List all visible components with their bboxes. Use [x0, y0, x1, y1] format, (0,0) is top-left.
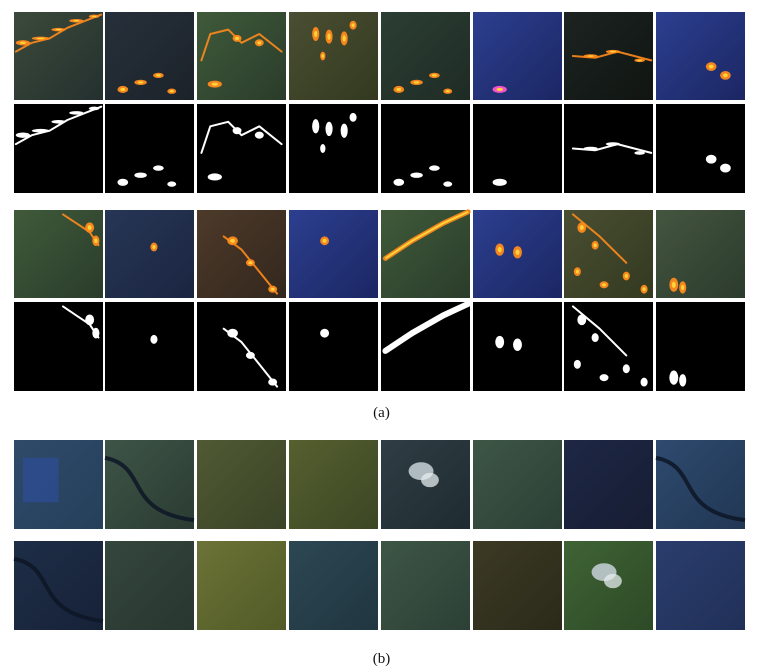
- fire-overlay-1-1: [14, 13, 103, 53]
- nonfire-image-2-2: [105, 541, 194, 630]
- mask-shape-1-5: [393, 165, 453, 187]
- fire-image-1-6: [473, 12, 562, 100]
- fire-overlay-2-3: [222, 235, 279, 295]
- fire-overlay-2-8: [669, 277, 687, 294]
- nonfire-feature-2-1: [13, 556, 104, 624]
- fire-overlay-2-7: [571, 213, 648, 294]
- mask-shape-1-4: [312, 112, 357, 153]
- fire-mask-1-6: [473, 104, 562, 193]
- nonfire-image-2-3: [197, 541, 286, 630]
- nonfire-image-2-8: [656, 541, 745, 630]
- fire-overlay-1-7: [571, 49, 653, 63]
- nonfire-image-2-5: [381, 541, 470, 630]
- nonfire-feature-1-1: [22, 457, 59, 503]
- nonfire-image-2-4: [289, 541, 378, 630]
- fire-mask-1-4: [289, 104, 378, 193]
- fire-mask-1-1: [14, 104, 103, 193]
- nonfire-feature-1-5: [408, 462, 439, 488]
- fire-image-2-4: [289, 210, 378, 298]
- mask-shape-2-2: [150, 334, 158, 344]
- nonfire-image-2-6: [473, 541, 562, 630]
- fire-mask-2-4: [289, 302, 378, 391]
- mask-shape-2-3: [222, 327, 279, 388]
- mask-shape-2-8: [669, 370, 687, 387]
- fire-overlay-1-2: [117, 72, 177, 94]
- fire-mask-2-3: [197, 302, 286, 391]
- fire-overlay-2-4: [320, 236, 330, 246]
- fire-image-1-8: [656, 12, 745, 100]
- fire-mask-1-5: [381, 104, 470, 193]
- fire-overlay-1-8: [705, 62, 731, 80]
- nonfire-image-1-6: [473, 440, 562, 529]
- fire-image-2-7: [564, 210, 653, 298]
- fire-image-1-1: [14, 12, 103, 100]
- fire-mask-1-2: [105, 104, 194, 193]
- fire-overlay-2-1: [62, 213, 100, 247]
- fire-image-1-4: [289, 12, 378, 100]
- mask-shape-2-7: [571, 305, 648, 387]
- fire-mask-2-2: [105, 302, 194, 391]
- nonfire-image-1-3: [197, 440, 286, 529]
- nonfire-feature-1-2: [104, 455, 195, 523]
- fire-mask-1-8: [656, 104, 745, 193]
- fire-overlay-2-5: [382, 209, 471, 261]
- fire-image-2-2: [105, 210, 194, 298]
- fire-image-1-5: [381, 12, 470, 100]
- nonfire-image-1-7: [564, 440, 653, 529]
- mask-shape-2-1: [62, 305, 100, 339]
- fire-mask-2-7: [564, 302, 653, 391]
- fire-overlay-1-5: [393, 72, 453, 94]
- nonfire-image-2-1: [14, 541, 103, 630]
- fire-overlay-2-2: [150, 242, 158, 252]
- nonfire-image-1-2: [105, 440, 194, 529]
- mask-shape-1-1: [14, 105, 103, 146]
- fire-image-2-3: [197, 210, 286, 298]
- fire-overlay-1-4: [312, 20, 357, 61]
- mask-shape-1-2: [117, 165, 177, 187]
- nonfire-image-1-4: [289, 440, 378, 529]
- nonfire-image-1-8: [656, 440, 745, 529]
- caption-a: (a): [373, 405, 390, 421]
- fire-mask-2-8: [656, 302, 745, 391]
- mask-shape-2-5: [382, 300, 472, 354]
- mask-shape-1-6: [492, 178, 507, 186]
- mask-shape-1-3: [200, 120, 283, 181]
- fire-overlay-2-6: [495, 243, 522, 259]
- nonfire-feature-2-7: [591, 563, 622, 589]
- caption-b: (b): [372, 651, 391, 667]
- fire-image-2-8: [656, 210, 745, 298]
- mask-shape-2-4: [320, 328, 330, 338]
- mask-shape-1-7: [571, 142, 653, 155]
- nonfire-feature-1-8: [655, 455, 746, 523]
- fire-image-1-2: [105, 12, 194, 100]
- fire-overlay-1-3: [200, 28, 283, 88]
- fire-overlay-1-6: [492, 85, 507, 93]
- mask-shape-1-8: [705, 154, 731, 173]
- mask-shape-2-6: [495, 335, 522, 351]
